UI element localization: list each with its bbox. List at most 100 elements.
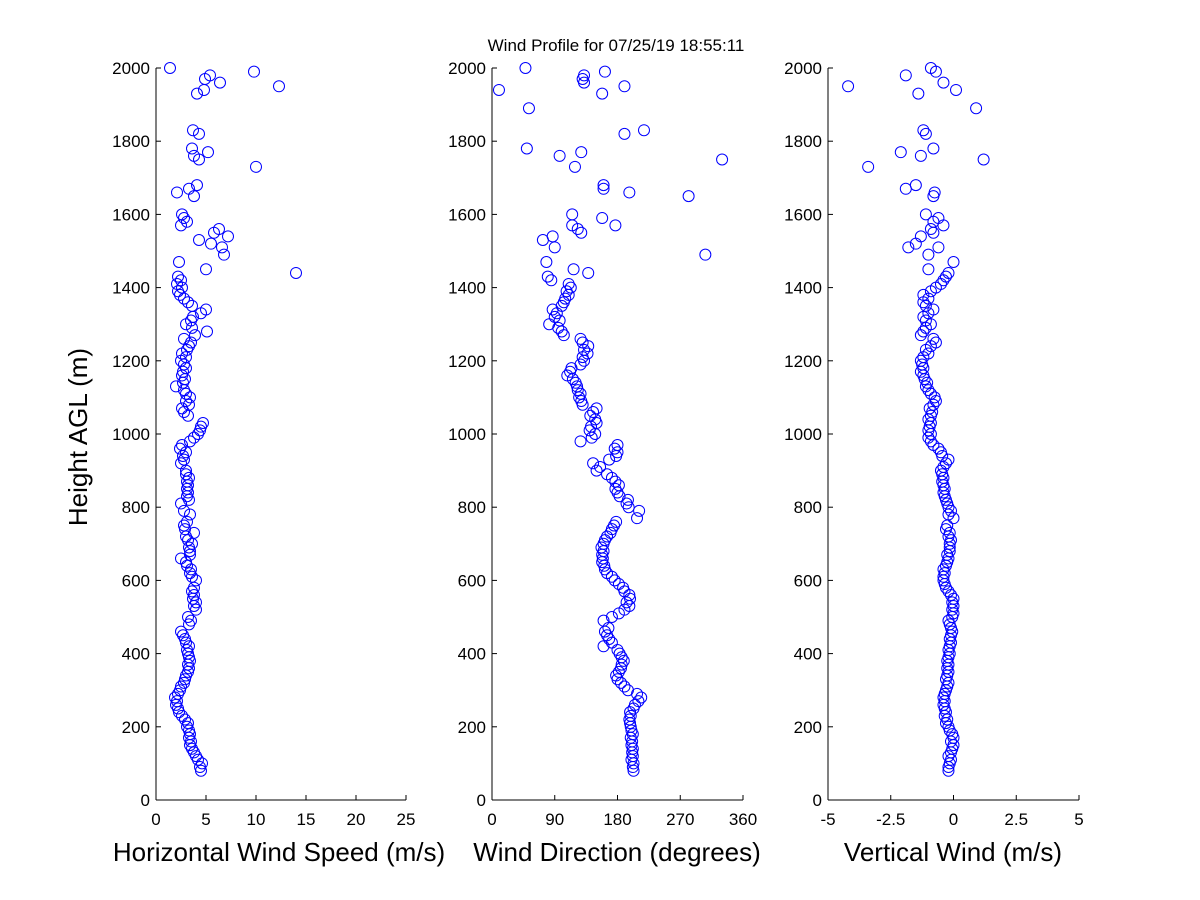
- data-point: [605, 611, 618, 623]
- data-point: [927, 226, 940, 239]
- data-point: [574, 387, 587, 400]
- data-point: [977, 153, 990, 166]
- data-point: [609, 475, 622, 488]
- data-point: [633, 504, 646, 517]
- data-point: [183, 398, 195, 411]
- data-point: [937, 563, 950, 576]
- data-point: [178, 332, 190, 345]
- panel-vertical-wind: 0 200 400 600 800 1000 1200 1400 1600 1800 2000 -5 -…: [784, 59, 1084, 867]
- y-tick-label: 0: [477, 791, 486, 810]
- data-point: [939, 270, 952, 283]
- data-point: [947, 592, 960, 605]
- x-tick-label: 2.5: [1004, 810, 1028, 829]
- x-tick-label: 25: [397, 810, 416, 829]
- data-point: [185, 614, 197, 627]
- data-point: [914, 329, 927, 342]
- y-tick-label: 0: [141, 791, 150, 810]
- x-tick-label: 0: [949, 810, 958, 829]
- y-tick-label: 1200: [112, 352, 150, 371]
- y-tick-label: 1600: [448, 205, 486, 224]
- data-point: [617, 581, 630, 594]
- y-tick-label: 600: [122, 571, 150, 590]
- data-point: [176, 208, 188, 221]
- data-point: [171, 186, 183, 199]
- data-point: [198, 83, 210, 96]
- data-point: [596, 212, 609, 225]
- data-point: [175, 680, 187, 693]
- y-tick-label: 2000: [448, 59, 486, 78]
- x-tick-label: 5: [201, 810, 210, 829]
- data-point: [894, 146, 907, 159]
- data-point: [939, 457, 952, 470]
- data-point: [175, 219, 187, 232]
- y-tick-label: 1400: [112, 279, 150, 298]
- data-point: [597, 179, 610, 192]
- data-point: [924, 435, 937, 448]
- data-point: [590, 464, 603, 477]
- data-point: [175, 497, 187, 510]
- data-point: [682, 190, 695, 203]
- data-point: [183, 471, 195, 484]
- data-point: [201, 325, 213, 338]
- data-point: [919, 299, 932, 312]
- y-tick-label: 1200: [784, 352, 822, 371]
- y-tick-label: 2000: [112, 59, 150, 78]
- data-point: [941, 519, 954, 532]
- data-point: [182, 717, 194, 730]
- y-tick-label: 200: [122, 718, 150, 737]
- data-point: [172, 270, 184, 283]
- data-point: [937, 76, 950, 89]
- data-point: [578, 343, 591, 356]
- y-tick-label: 600: [794, 571, 822, 590]
- data-point: [185, 336, 197, 349]
- data-point: [842, 80, 855, 93]
- data-point: [193, 127, 205, 140]
- data-point: [184, 391, 196, 404]
- y-tick-label: 600: [458, 571, 486, 590]
- data-point: [946, 728, 959, 741]
- data-point: [561, 369, 574, 382]
- data-point: [173, 706, 185, 719]
- data-point: [941, 713, 954, 726]
- data-point: [590, 402, 603, 415]
- data-point: [543, 318, 556, 331]
- data-point: [187, 124, 199, 137]
- data-point: [922, 347, 935, 360]
- data-point: [608, 574, 621, 587]
- data-point: [584, 409, 597, 422]
- x-tick-label: 270: [666, 810, 694, 829]
- data-point: [553, 314, 566, 327]
- data-point: [942, 720, 955, 733]
- data-point: [540, 255, 553, 268]
- x-tick-label: 0: [487, 810, 496, 829]
- data-point: [181, 515, 193, 528]
- data-point: [545, 274, 558, 287]
- data-point: [596, 87, 609, 100]
- data-point: [190, 574, 202, 587]
- data-point: [612, 578, 625, 591]
- data-point: [631, 512, 644, 525]
- data-point: [929, 336, 942, 349]
- data-point: [919, 314, 932, 327]
- data-point: [944, 589, 957, 602]
- panel-wind-direction: 0 200 400 600 800 1000 1200 1400 1600 1800 2000 0 90…: [448, 59, 761, 867]
- panel-horizontal-wind-speed: 0 200 400 600 800 1000 1200 1400 1600 1800 2000 0 5 1…: [112, 59, 445, 867]
- data-point: [567, 263, 580, 276]
- data-point: [175, 274, 187, 287]
- data-point: [183, 651, 195, 664]
- data-point: [917, 325, 930, 338]
- data-point: [250, 160, 262, 173]
- data-point: [173, 255, 185, 268]
- data-point: [248, 65, 260, 78]
- data-point: [189, 329, 201, 342]
- x-axis-label: Vertical Wind (m/s): [844, 837, 1062, 867]
- data-point: [942, 676, 955, 689]
- data-point: [202, 146, 214, 159]
- data-point: [581, 347, 594, 360]
- data-point: [169, 691, 181, 704]
- data-point: [928, 391, 941, 404]
- y-tick-label: 800: [122, 498, 150, 517]
- x-axis-label: Wind Direction (degrees): [473, 837, 761, 867]
- data-point: [932, 241, 945, 254]
- data-point: [927, 332, 940, 345]
